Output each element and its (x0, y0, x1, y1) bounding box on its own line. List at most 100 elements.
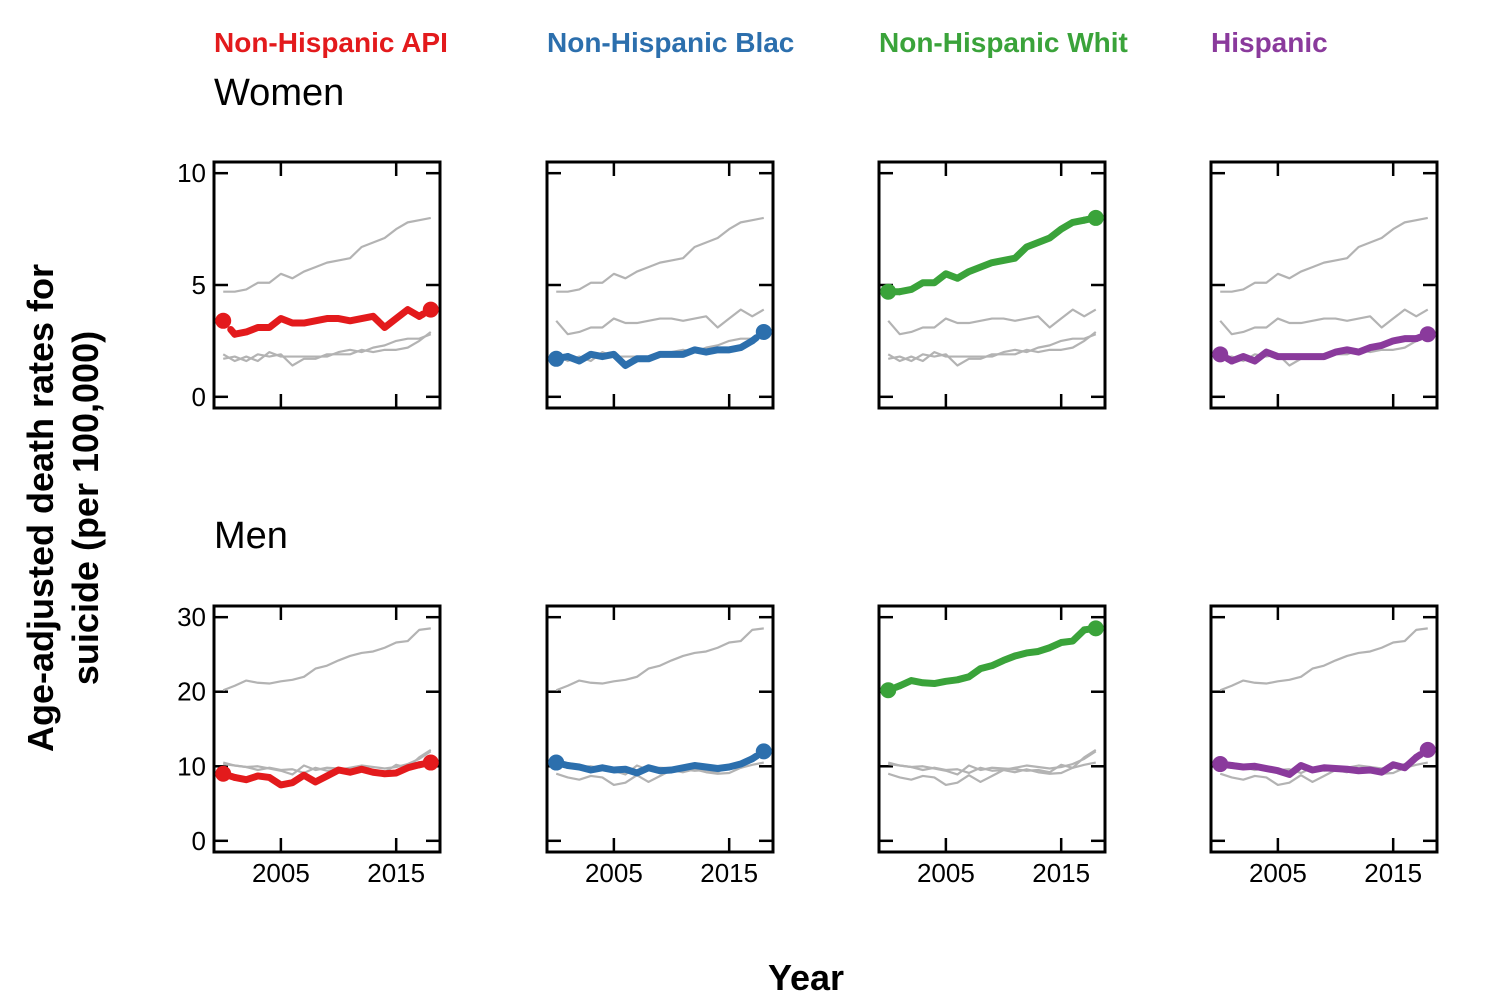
row-title-men: Men (214, 515, 288, 557)
highlight-stub (227, 326, 239, 338)
panel-men-black: 2005 2015 (545, 604, 775, 888)
background-line-hispanic (888, 748, 1097, 776)
start-point-white (880, 283, 897, 300)
highlight-line-white (896, 626, 1088, 690)
highlight-stub (560, 353, 572, 361)
background-line-api (555, 308, 765, 336)
background-line-white (1220, 216, 1428, 293)
x-tick-label: 2015 (367, 858, 425, 888)
highlight-stub (892, 682, 904, 691)
end-point-white (1087, 209, 1104, 226)
end-point-black (755, 743, 772, 760)
background-line-white (555, 627, 764, 692)
y-axis-title-line-2: suicide (per 100,000) (65, 331, 106, 685)
panel-women-white (877, 160, 1107, 410)
panel-men-white: 2005 2015 (877, 604, 1107, 888)
x-tick-label: 2005 (252, 858, 310, 888)
panel-frame (877, 604, 1107, 854)
highlight-stub (1412, 333, 1424, 343)
end-point-api (422, 754, 439, 771)
end-point-black (755, 323, 772, 340)
background-line-hispanic (222, 333, 432, 363)
end-point-hispanic (1419, 326, 1436, 343)
group-title-black: Non-Hispanic Blac (547, 27, 794, 58)
panel-men-api: 0 10 20 30 2005 2015 (177, 602, 442, 888)
panel-women-api: 0 5 10 (177, 158, 442, 412)
highlight-stub (227, 772, 239, 781)
group-title-hispanic: Hispanic (1211, 27, 1328, 58)
y-tick-label: 10 (177, 158, 206, 188)
highlight-line-hispanic (1228, 753, 1420, 778)
background-line-black (222, 750, 432, 775)
group-title-api: Non-Hispanic API (214, 27, 448, 58)
group-title-white: Non-Hispanic Whit (879, 27, 1128, 58)
panel-frame (545, 160, 775, 410)
row-title-women: Women (214, 72, 344, 114)
background-line-api (555, 761, 764, 787)
highlight-line-black (564, 755, 756, 777)
background-line-white (222, 627, 431, 692)
highlight-line-black (564, 337, 756, 370)
background-line-api (1219, 761, 1428, 787)
start-point-white (880, 682, 897, 699)
highlight-stub (748, 334, 760, 345)
x-tick-label: 2005 (917, 858, 975, 888)
x-tick-label: 2015 (1364, 858, 1422, 888)
highlight-stub (1224, 761, 1236, 770)
end-point-hispanic (1419, 741, 1436, 758)
background-line-black (888, 331, 1097, 367)
highlight-line-api (231, 761, 423, 789)
panel-frame (1209, 160, 1439, 410)
x-tick-label: 2005 (1249, 858, 1307, 888)
y-tick-label: 5 (192, 270, 206, 300)
background-line-hispanic (223, 748, 432, 776)
panel-women-black (545, 160, 775, 410)
highlight-stub (415, 310, 427, 320)
start-point-hispanic (1212, 756, 1229, 773)
x-axis-title: Year (768, 957, 844, 998)
highlight-stub (1080, 625, 1092, 634)
panel-frame (212, 160, 442, 410)
end-point-api (422, 301, 439, 318)
x-tick-label: 2005 (585, 858, 643, 888)
background-line-hispanic (887, 333, 1097, 363)
x-tick-label: 2015 (700, 858, 758, 888)
highlight-line-white (896, 216, 1088, 296)
background-line-api (887, 761, 1096, 787)
start-point-black (548, 754, 565, 771)
end-point-white (1087, 620, 1104, 637)
background-line-black (223, 331, 432, 367)
background-line-white (223, 216, 431, 293)
highlight-stub (1412, 751, 1424, 761)
panel-frame (212, 604, 442, 854)
y-tick-label: 0 (192, 382, 206, 412)
background-line-white (556, 216, 764, 293)
start-point-black (548, 350, 565, 367)
highlight-stub (415, 760, 427, 769)
background-line-api (887, 308, 1097, 336)
start-point-hispanic (1212, 346, 1229, 363)
y-tick-label: 20 (177, 677, 206, 707)
highlight-stub (1080, 215, 1092, 224)
y-axis-title-line-1: Age-adjusted death rates for (20, 264, 61, 752)
x-tick-label: 2015 (1032, 858, 1090, 888)
y-tick-label: 0 (192, 826, 206, 856)
highlight-stub (748, 752, 760, 763)
highlight-stub (1224, 355, 1236, 365)
background-line-api (1219, 308, 1429, 336)
highlight-stub (560, 760, 572, 770)
highlight-line-hispanic (1228, 335, 1420, 365)
y-tick-label: 30 (177, 602, 206, 632)
highlight-line-api (231, 306, 423, 338)
y-tick-label: 10 (177, 751, 206, 781)
panel-frame (1209, 604, 1439, 854)
panel-women-hispanic (1209, 160, 1439, 410)
start-point-api (215, 312, 232, 329)
background-line-black (887, 750, 1097, 775)
background-line-white (1219, 627, 1428, 692)
start-point-api (215, 765, 232, 782)
panel-frame (545, 604, 775, 854)
panel-men-hispanic: 2005 2015 (1209, 604, 1439, 888)
